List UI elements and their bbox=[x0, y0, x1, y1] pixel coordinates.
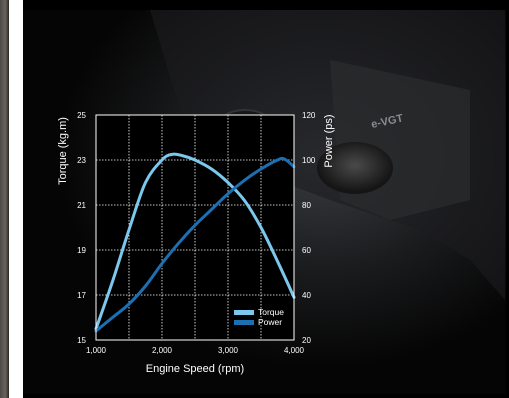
series-layer bbox=[94, 152, 296, 333]
x-tick-label: 2,000 bbox=[152, 346, 173, 355]
legend-swatch-power bbox=[234, 320, 254, 325]
y-left-tick-label: 25 bbox=[77, 111, 86, 120]
y-right-tick-label: 40 bbox=[302, 291, 311, 300]
left-photo-strip bbox=[0, 0, 9, 398]
tick-labels: 1,000 2,000 3,000 4,000 15 17 19 21 23 25 20 40 60 80… bbox=[77, 111, 316, 355]
legend-swatch-torque bbox=[234, 310, 254, 315]
plot-frame bbox=[95, 114, 295, 341]
y-left-tick-label: 19 bbox=[77, 246, 86, 255]
y-left-tick-label: 15 bbox=[77, 336, 86, 345]
x-axis-title: Engine Speed (rpm) bbox=[146, 363, 244, 375]
x-tick-label: 4,000 bbox=[284, 346, 305, 355]
y-left-tick-label: 21 bbox=[77, 201, 86, 210]
x-tick-label: 3,000 bbox=[218, 346, 239, 355]
legend: Torque Power bbox=[234, 307, 284, 327]
y-right-tick-label: 120 bbox=[302, 111, 316, 120]
y-right-tick-label: 80 bbox=[302, 201, 311, 210]
oil-cap bbox=[317, 142, 393, 194]
legend-label-torque: Torque bbox=[258, 307, 284, 317]
photo-divider bbox=[9, 0, 23, 398]
legend-label-power: Power bbox=[258, 317, 282, 327]
y-right-tick-label: 100 bbox=[302, 156, 316, 165]
series-line-power bbox=[94, 156, 296, 333]
y-right-tick-label: 60 bbox=[302, 246, 311, 255]
y-axis-left-title: Torque (kg.m) bbox=[57, 117, 69, 185]
y-left-tick-label: 23 bbox=[77, 156, 86, 165]
y-axis-right-title: Power (ps) bbox=[323, 114, 335, 167]
x-tick-label: 1,000 bbox=[86, 346, 107, 355]
y-left-tick-label: 17 bbox=[77, 291, 86, 300]
y-right-tick-label: 20 bbox=[302, 336, 311, 345]
series-line-torque bbox=[94, 152, 296, 331]
